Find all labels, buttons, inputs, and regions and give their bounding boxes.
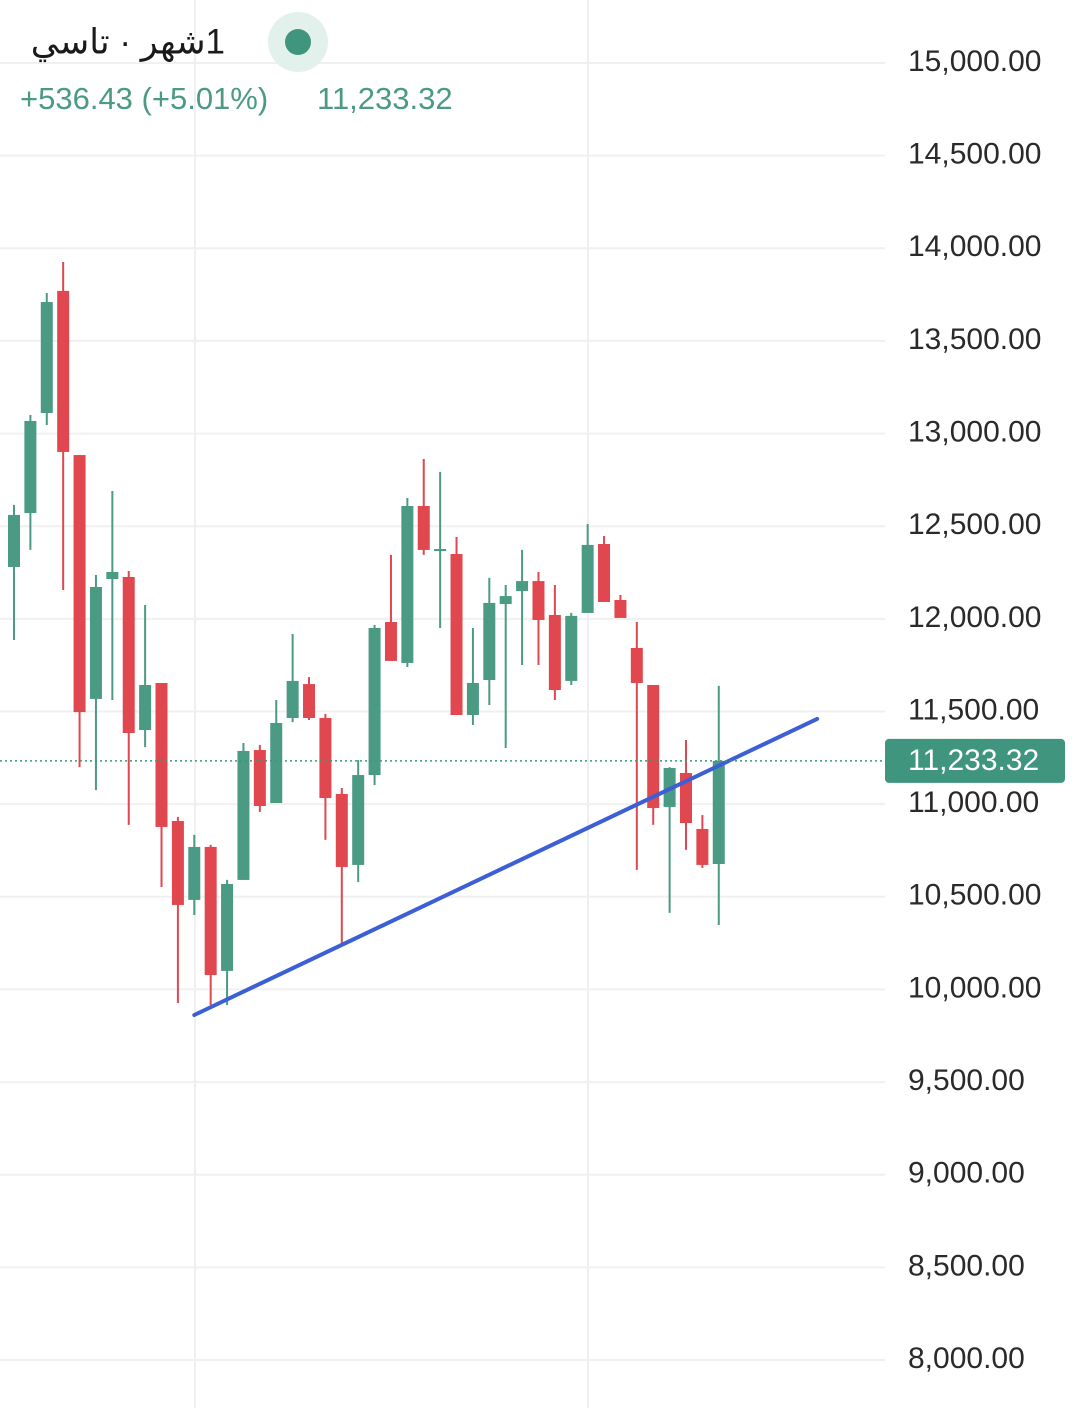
candle-body	[450, 554, 463, 716]
price: 11,233.32	[317, 81, 453, 116]
candle-body	[499, 596, 512, 605]
candle-body	[171, 821, 184, 905]
candle-body	[581, 544, 594, 613]
candle-body	[417, 506, 430, 550]
candle-body	[221, 884, 234, 971]
candle-body	[466, 682, 479, 716]
last-price-label: 11,233.32	[908, 744, 1039, 777]
y-tick-label: 12,000.00	[908, 601, 1041, 634]
candle-body	[401, 506, 414, 663]
y-tick-label: 9,500.00	[908, 1064, 1025, 1097]
candle-body	[155, 682, 168, 827]
candle-body	[434, 549, 447, 552]
grid	[0, 61, 885, 1362]
candle-body	[188, 846, 201, 900]
candle-body	[516, 581, 529, 592]
candle-body	[106, 571, 119, 580]
candle-body	[696, 828, 709, 865]
candle-body	[303, 684, 316, 718]
y-tick-label: 9,000.00	[908, 1157, 1025, 1190]
candle-body	[57, 290, 70, 452]
candle-body	[352, 775, 365, 865]
y-tick-label: 15,000.00	[908, 45, 1041, 78]
y-tick-label: 8,000.00	[908, 1342, 1025, 1375]
y-tick-label: 10,500.00	[908, 879, 1041, 912]
candle-body	[204, 846, 217, 975]
candle-body	[24, 420, 37, 514]
candle-body	[679, 773, 692, 824]
candle-body	[139, 685, 152, 731]
candle-body	[8, 514, 20, 567]
candle-body	[122, 576, 135, 733]
candle-body	[73, 455, 86, 713]
y-tick-label: 10,000.00	[908, 971, 1041, 1004]
y-tick-label: 11,500.00	[908, 693, 1039, 726]
candle-body	[286, 680, 299, 718]
candle-body	[483, 602, 496, 681]
candle-body	[319, 717, 332, 799]
candle-body	[253, 750, 266, 807]
y-tick-label: 8,500.00	[908, 1249, 1025, 1282]
candle-body	[565, 615, 578, 681]
y-axis: 15,000.00 14,500.00 14,000.00 13,500.00 13,0…	[885, 45, 1065, 1375]
y-tick-label: 13,000.00	[908, 415, 1041, 448]
candle-body	[647, 685, 660, 809]
y-tick-label: 14,000.00	[908, 230, 1041, 263]
candles	[0, 261, 885, 1018]
candle-body	[270, 722, 283, 804]
candle-body	[384, 622, 397, 661]
candle-body	[614, 599, 627, 618]
y-tick-label: 14,500.00	[908, 138, 1041, 171]
candle-body	[335, 793, 348, 867]
candle-body	[237, 750, 250, 880]
y-tick-label: 13,500.00	[908, 323, 1041, 356]
y-tick-label: 12,500.00	[908, 508, 1041, 541]
trendline	[192, 716, 820, 1018]
last-price-badge	[885, 738, 1065, 783]
candle-body	[712, 760, 725, 864]
status-dot	[285, 29, 311, 55]
candle-body	[548, 614, 561, 691]
chart-title: 1شهر · تاسي	[31, 22, 225, 62]
candle-body	[40, 302, 53, 414]
change: +536.43 (+5.01%)	[20, 81, 268, 116]
candle-body	[368, 627, 381, 776]
candle-body	[598, 544, 611, 602]
candle-body	[532, 581, 545, 620]
y-tick-label: 11,000.00	[908, 786, 1039, 819]
candle-body	[89, 586, 102, 699]
candle-body	[630, 647, 643, 683]
